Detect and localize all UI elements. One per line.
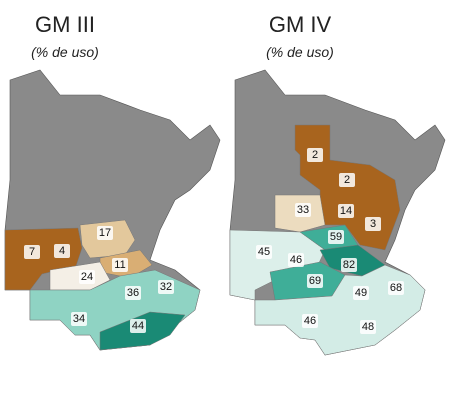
label-background bbox=[24, 245, 40, 259]
label-background bbox=[54, 244, 70, 258]
panel-subtitle: (% de uso) bbox=[31, 44, 99, 60]
label-background bbox=[288, 253, 304, 267]
region-label: 82 bbox=[343, 259, 355, 271]
label-background bbox=[353, 286, 369, 300]
region-label: 48 bbox=[362, 321, 374, 333]
region-label: 34 bbox=[73, 313, 85, 325]
region-label: 49 bbox=[355, 287, 367, 299]
label-background bbox=[360, 320, 376, 334]
region-label: 45 bbox=[258, 246, 270, 258]
label-background bbox=[338, 204, 354, 218]
region-label: 2 bbox=[312, 149, 318, 161]
label-background bbox=[307, 274, 323, 288]
label-background bbox=[130, 319, 146, 333]
label-background bbox=[97, 226, 113, 240]
label-background bbox=[71, 312, 87, 326]
region-label: 36 bbox=[127, 287, 139, 299]
region-label: 3 bbox=[370, 218, 376, 230]
label-background bbox=[158, 280, 174, 294]
label-background bbox=[339, 173, 355, 187]
region-label: 69 bbox=[309, 275, 321, 287]
region-label: 32 bbox=[160, 281, 172, 293]
label-background bbox=[328, 230, 344, 244]
region-label: 33 bbox=[297, 204, 309, 216]
region-label: 2 bbox=[344, 174, 350, 186]
label-background bbox=[112, 258, 128, 272]
region-label: 24 bbox=[81, 271, 93, 283]
label-background bbox=[295, 203, 311, 217]
region-label: 11 bbox=[114, 259, 125, 271]
region-label: 68 bbox=[390, 282, 402, 294]
zone bbox=[254, 264, 426, 356]
label-background bbox=[388, 281, 404, 295]
region-label: 44 bbox=[132, 320, 144, 332]
region-label: 46 bbox=[290, 254, 302, 266]
region-label: 59 bbox=[330, 231, 342, 243]
panel-title: GM III bbox=[35, 12, 95, 37]
label-background bbox=[341, 258, 357, 272]
label-background bbox=[256, 245, 272, 259]
label-background bbox=[302, 314, 318, 328]
label-background bbox=[365, 217, 381, 231]
region-label: 7 bbox=[29, 246, 35, 258]
region-label: 14 bbox=[340, 205, 352, 217]
panel-title: GM IV bbox=[269, 12, 332, 37]
label-background bbox=[307, 148, 323, 162]
panel-subtitle: (% de uso) bbox=[266, 44, 334, 60]
region-label: 4 bbox=[59, 245, 65, 257]
region-label: 46 bbox=[304, 315, 316, 327]
region-label: 17 bbox=[99, 227, 111, 239]
label-background bbox=[125, 286, 141, 300]
label-background bbox=[79, 270, 95, 284]
